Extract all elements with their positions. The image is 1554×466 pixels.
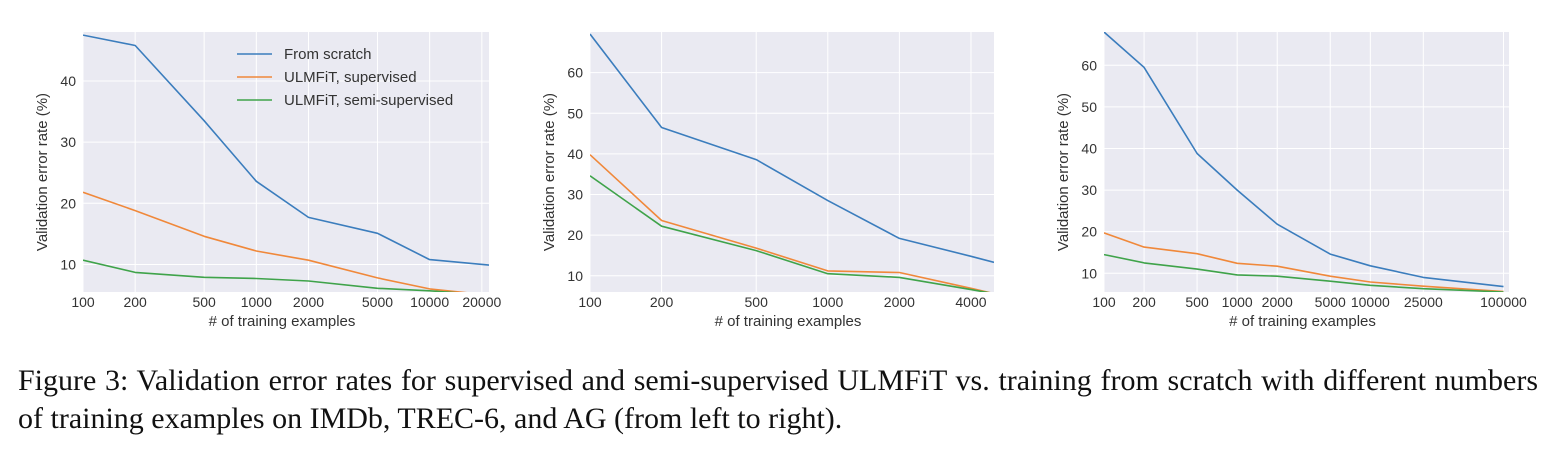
series-line-ulmfit-semi-supervised — [83, 259, 458, 292]
figure-caption: Figure 3: Validation error rates for sup… — [18, 364, 1538, 435]
chart-panel-3: 100 200 500 1000 2000 5000 10000 25000 100000 10 2… — [1055, 32, 1527, 330]
series-group — [83, 34, 489, 292]
series-line-from-scratch — [83, 34, 489, 266]
x-tick-label: 10000 — [1351, 294, 1390, 310]
y-tick-label: 50 — [567, 105, 583, 121]
y-axis-label: Validation error rate (%) — [1055, 93, 1072, 251]
series-group — [590, 33, 994, 292]
plot-background — [83, 32, 489, 292]
y-tick-label: 60 — [1081, 57, 1097, 73]
x-tick-label: 5000 — [1315, 294, 1346, 310]
y-tick-label: 30 — [60, 134, 76, 150]
series-line-ulmfit-supervised — [590, 154, 991, 292]
x-tick-label: 500 — [192, 294, 216, 310]
series-line-ulmfit-semi-supervised — [590, 175, 990, 292]
x-tick-label: 2000 — [293, 294, 324, 310]
y-tick-label: 10 — [1081, 265, 1097, 281]
legend: From scratch ULMFiT, supervised ULMFiT, se… — [237, 46, 453, 109]
y-tick-label: 20 — [60, 195, 76, 211]
x-tick-label: 500 — [1185, 294, 1209, 310]
y-tick-label: 50 — [1081, 99, 1097, 115]
series-line-from-scratch — [1104, 32, 1504, 288]
legend-label: From scratch — [284, 46, 372, 63]
x-tick-label: 200 — [123, 294, 147, 310]
y-tick-label: 60 — [567, 65, 583, 81]
x-axis-label: # of training examples — [1229, 313, 1376, 330]
series-line-ulmfit-supervised — [83, 191, 468, 292]
chart-panel-2: 100 200 500 1000 2000 4000 10 20 30 40 50 60 # of tr… — [541, 32, 994, 330]
x-tick-label: 1000 — [241, 294, 272, 310]
x-axis-label: # of training examples — [715, 313, 862, 330]
y-tick-label: 40 — [1081, 140, 1097, 156]
y-tick-label: 20 — [567, 227, 583, 243]
x-tick-label: 100 — [1092, 294, 1116, 310]
chart-panel-1: 100 200 500 1000 2000 5000 10000 20000 10 20 30 40 #… — [34, 32, 502, 330]
legend-label: ULMFiT, semi-supervised — [284, 92, 453, 109]
x-tick-label: 4000 — [955, 294, 986, 310]
x-tick-label: 2000 — [1262, 294, 1293, 310]
y-tick-label: 10 — [567, 268, 583, 284]
series-line-from-scratch — [590, 33, 994, 264]
x-tick-label: 100 — [71, 294, 95, 310]
y-tick-label: 30 — [567, 187, 583, 203]
x-tick-label: 1000 — [1222, 294, 1253, 310]
y-tick-label: 20 — [1081, 224, 1097, 240]
series-group — [1104, 32, 1504, 292]
y-axis-label: Validation error rate (%) — [34, 93, 51, 251]
plot-background — [1104, 32, 1509, 292]
x-axis-label: # of training examples — [209, 313, 356, 330]
legend-label: ULMFiT, supervised — [284, 69, 417, 86]
x-tick-label: 25000 — [1404, 294, 1443, 310]
x-tick-label: 1000 — [812, 294, 843, 310]
series-line-ulmfit-semi-supervised — [1104, 253, 1504, 292]
y-tick-label: 30 — [1081, 182, 1097, 198]
x-tick-label: 100 — [578, 294, 602, 310]
x-tick-label: 100000 — [1480, 294, 1527, 310]
x-tick-label: 200 — [650, 294, 674, 310]
x-tick-label: 5000 — [362, 294, 393, 310]
plot-background — [590, 32, 994, 292]
x-tick-label: 500 — [745, 294, 769, 310]
y-tick-label: 40 — [60, 73, 76, 89]
y-axis-label: Validation error rate (%) — [541, 93, 558, 251]
series-line-ulmfit-supervised — [1104, 232, 1504, 292]
x-tick-label: 10000 — [410, 294, 449, 310]
x-tick-label: 200 — [1132, 294, 1156, 310]
figure-3: 100 200 500 1000 2000 5000 10000 20000 10 20 30 40 #… — [34, 32, 1527, 330]
x-tick-label: 2000 — [884, 294, 915, 310]
y-tick-label: 40 — [567, 146, 583, 162]
x-tick-label: 20000 — [462, 294, 501, 310]
y-tick-label: 10 — [60, 256, 76, 272]
